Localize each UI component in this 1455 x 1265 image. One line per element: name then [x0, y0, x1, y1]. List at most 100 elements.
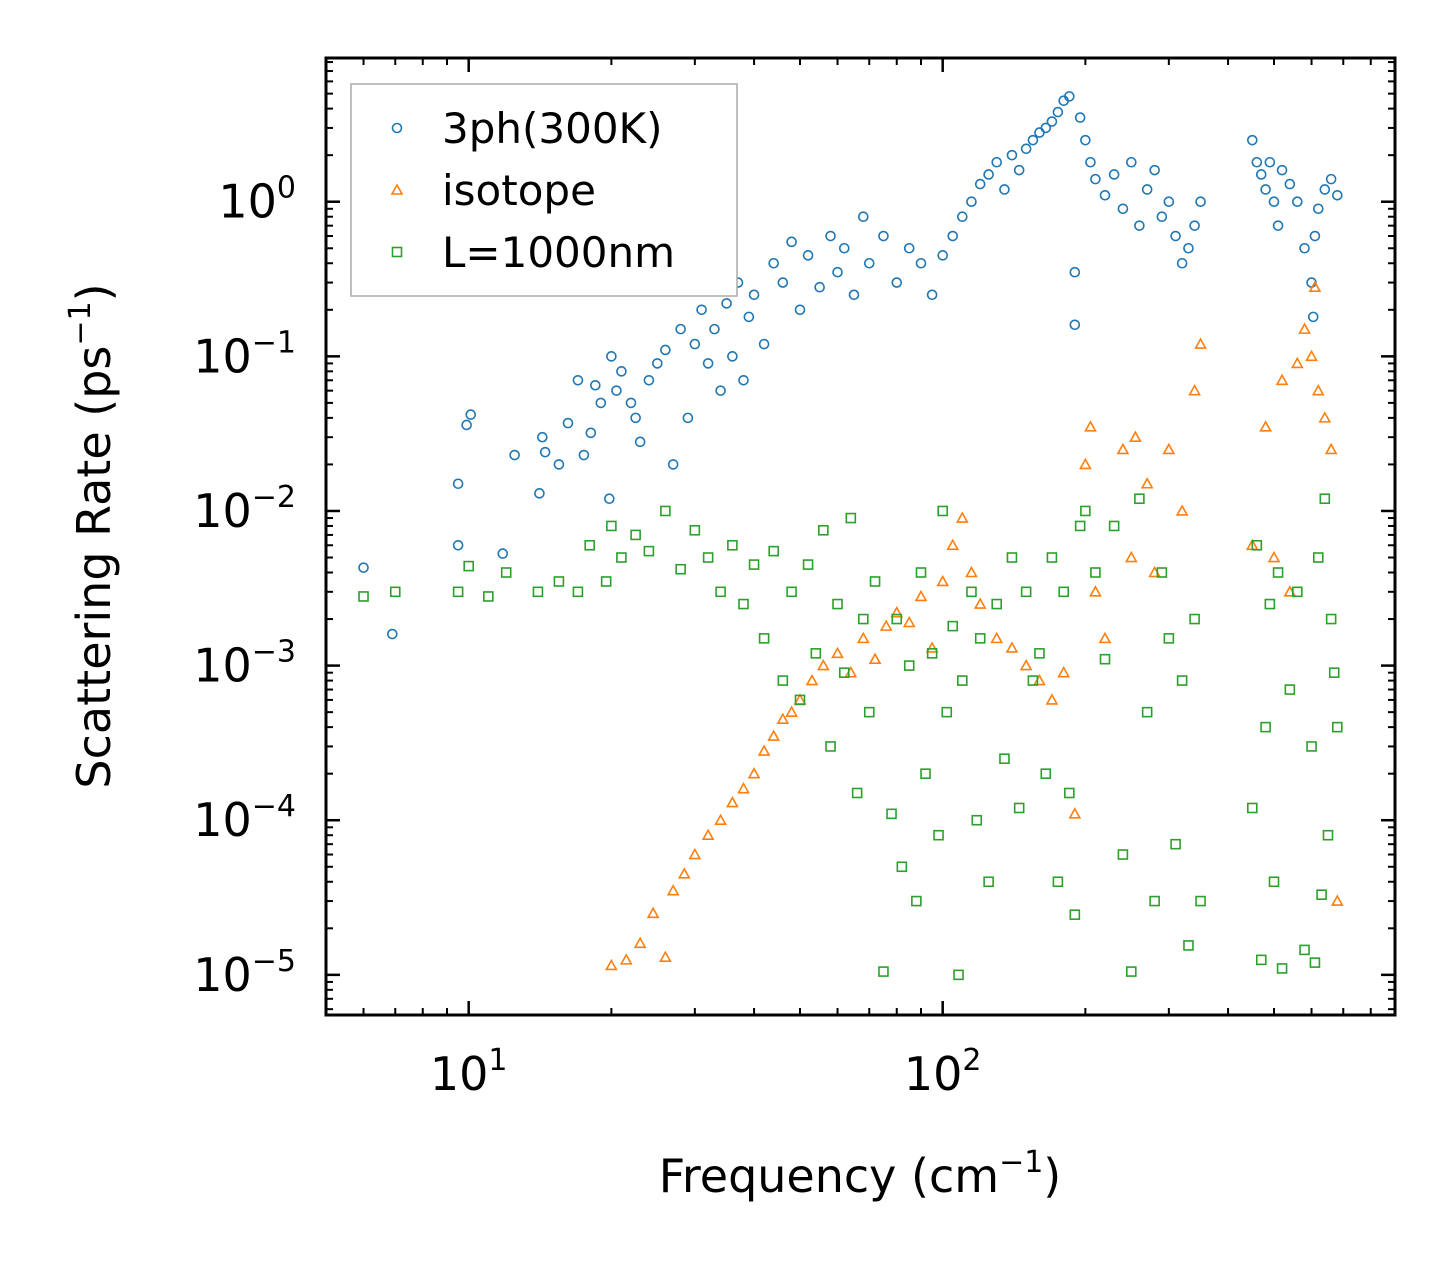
- data-point: [1275, 373, 1289, 386]
- data-point: [1052, 876, 1064, 888]
- data-point: [483, 591, 494, 602]
- data-point: [578, 449, 590, 461]
- data-point: [1069, 319, 1081, 331]
- data-point: [825, 741, 836, 752]
- data-point: [688, 847, 702, 860]
- data-point: [777, 675, 789, 686]
- data-point: [920, 768, 931, 779]
- data-point: [1163, 633, 1175, 644]
- data-point: [553, 576, 565, 587]
- data-point: [1140, 477, 1154, 489]
- y-tick-label: 100: [218, 171, 296, 229]
- data-point: [1331, 721, 1343, 733]
- data-point: [1134, 220, 1145, 231]
- data-point: [925, 641, 939, 653]
- data-point: [955, 511, 969, 523]
- data-point: [738, 598, 749, 610]
- data-point: [1284, 684, 1296, 695]
- data-point: [537, 431, 548, 443]
- data-point: [1298, 322, 1311, 334]
- data-point: [532, 586, 544, 598]
- data-point: [604, 493, 615, 505]
- data-point: [633, 936, 647, 949]
- data-point: [689, 524, 701, 536]
- data-point: [1319, 184, 1331, 195]
- data-point: [1188, 383, 1201, 396]
- data-point: [738, 374, 749, 386]
- data-point: [1322, 829, 1334, 841]
- data-point: [1079, 457, 1092, 470]
- x-tick-label: 101: [430, 1043, 508, 1101]
- data-point: [1163, 196, 1175, 208]
- data-point: [971, 814, 983, 826]
- data-point: [539, 446, 551, 458]
- data-point: [1255, 954, 1267, 966]
- data-point: [1156, 567, 1168, 578]
- data-point: [452, 478, 464, 490]
- data-point: [634, 436, 646, 448]
- data-point: [1255, 169, 1267, 180]
- data-point: [1260, 184, 1271, 195]
- legend-entry: isotope: [390, 166, 596, 215]
- data-point: [879, 619, 893, 631]
- data-point: [389, 586, 401, 598]
- data-point: [785, 705, 798, 717]
- data-point: [1117, 849, 1129, 860]
- data-point: [701, 828, 715, 841]
- data-point: [584, 539, 595, 551]
- legend-label: L=1000nm: [442, 228, 675, 277]
- data-point: [616, 366, 627, 377]
- data-point: [1306, 741, 1317, 752]
- data-point: [1006, 552, 1018, 563]
- data-point: [1311, 383, 1325, 396]
- data-point: [1134, 493, 1145, 505]
- data-point: [465, 409, 477, 420]
- data-point: [776, 712, 790, 725]
- data-point: [747, 767, 761, 779]
- data-point: [1316, 889, 1327, 900]
- data-point: [1308, 280, 1322, 292]
- data-point: [1307, 311, 1319, 323]
- data-point: [818, 524, 829, 536]
- data-point: [767, 729, 781, 741]
- data-point: [946, 538, 960, 551]
- data-point: [1284, 178, 1296, 190]
- data-point: [915, 567, 927, 578]
- data-point: [816, 658, 830, 671]
- data-point: [863, 706, 875, 718]
- data-point: [786, 586, 797, 598]
- data-point: [1264, 156, 1276, 168]
- data-point: [845, 512, 857, 524]
- data-point: [727, 539, 738, 551]
- data-point: [1034, 648, 1045, 659]
- data-point: [1318, 411, 1332, 423]
- data-point: [794, 694, 806, 706]
- data-point: [1085, 156, 1096, 168]
- data-point: [838, 667, 850, 678]
- data-point: [777, 277, 789, 288]
- data-point: [702, 358, 714, 369]
- data-point: [903, 242, 915, 254]
- data-point: [463, 560, 474, 572]
- data-point: [606, 351, 617, 362]
- data-point: [702, 552, 714, 563]
- data-point: [660, 505, 671, 517]
- data-point: [1251, 539, 1263, 551]
- data-point: [1267, 550, 1281, 563]
- data-point: [387, 628, 398, 640]
- data-point: [611, 385, 622, 396]
- data-point: [915, 257, 927, 269]
- legend-label: 3ph(300K): [442, 104, 662, 153]
- data-point: [1292, 196, 1303, 208]
- data-point: [721, 298, 732, 309]
- data-point: [1149, 164, 1160, 176]
- data-point: [1046, 116, 1058, 127]
- data-point: [896, 861, 908, 873]
- data-point: [572, 374, 584, 386]
- data-point: [886, 808, 897, 820]
- data-point: [757, 744, 771, 756]
- data-point: [1325, 173, 1337, 185]
- data-point: [1268, 876, 1280, 888]
- data-point: [1117, 203, 1129, 215]
- data-point: [983, 169, 994, 180]
